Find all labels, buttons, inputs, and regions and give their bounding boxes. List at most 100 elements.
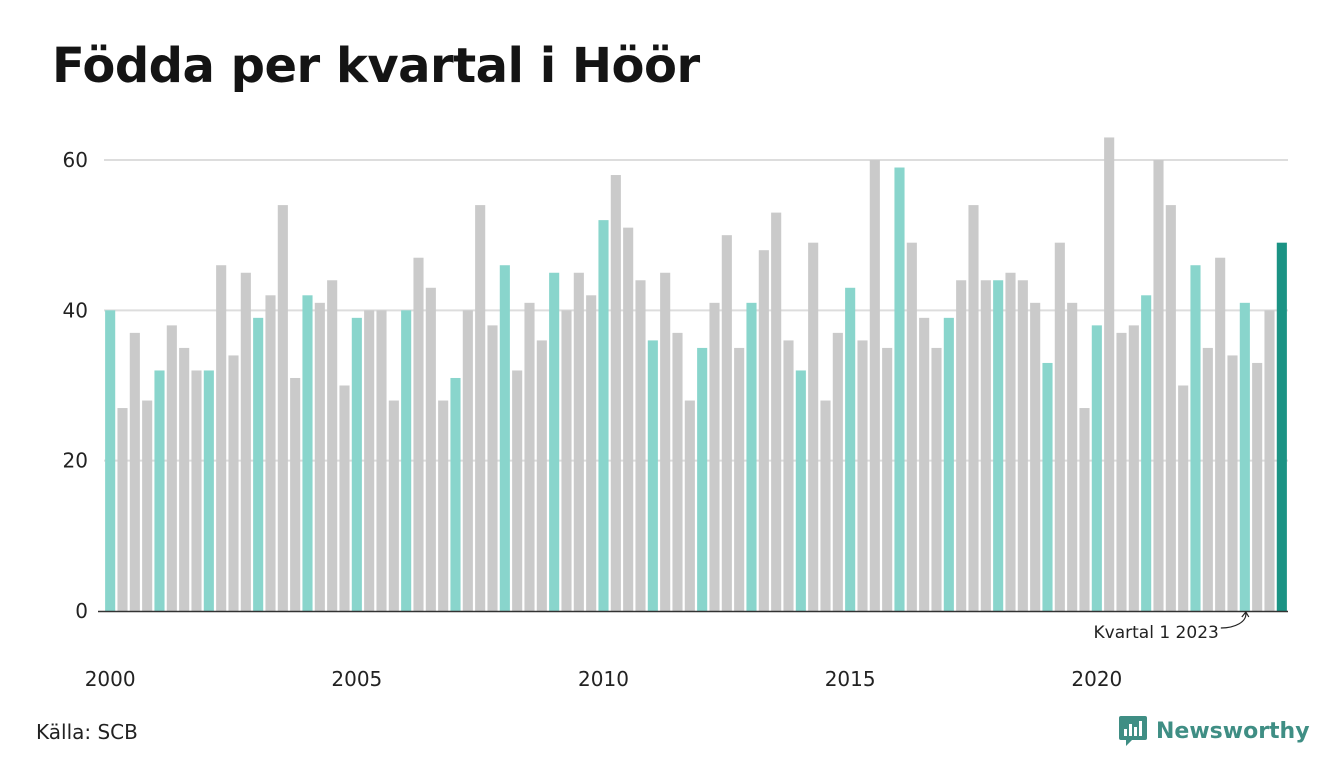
annotation-label: Kvartal 1 2023	[1094, 623, 1219, 643]
bar-2017-q4	[980, 280, 991, 611]
bar-2006-q1	[401, 310, 412, 611]
bar-2016-q4	[931, 347, 942, 611]
bar-2006-q2	[413, 257, 424, 611]
x-tick-label: 2020	[1071, 667, 1122, 691]
bar-2007-q4	[487, 325, 498, 611]
bar-2013-q1	[746, 302, 757, 611]
bar-2015-q1	[845, 287, 856, 611]
bar-2004-q1	[302, 295, 313, 611]
x-tick-label: 2005	[331, 667, 382, 691]
bar-2021-q1	[1141, 295, 1152, 611]
bar-2019-q3	[1067, 302, 1078, 611]
bar-2013-q4	[783, 340, 794, 611]
bar-2023-q4	[1276, 242, 1287, 611]
annotation: Kvartal 1 2023	[1094, 610, 1250, 643]
bar-2021-q2	[1153, 160, 1164, 611]
bar-2008-q3	[524, 302, 535, 611]
bar-2019-q1	[1042, 362, 1053, 611]
brand-name: Newsworthy	[1156, 718, 1310, 744]
x-tick-label: 2000	[85, 667, 136, 691]
bar-2004-q2	[314, 302, 325, 611]
bar-2007-q1	[450, 377, 461, 611]
bar-2007-q2	[462, 310, 473, 611]
bar-2012-q1	[697, 347, 708, 611]
bar-2008-q1	[499, 265, 510, 611]
bar-2003-q2	[265, 295, 276, 611]
bar-2001-q3	[179, 347, 190, 611]
newsworthy-logo-icon	[1119, 716, 1147, 746]
bar-2019-q4	[1079, 408, 1090, 611]
bar-2017-q2	[956, 280, 967, 611]
bar-2005-q4	[388, 400, 399, 611]
bar-2022-q4	[1227, 355, 1238, 611]
bar-2000-q1	[105, 310, 116, 611]
x-axis-ticks: 2000 2005 2010 2015 2020	[85, 667, 1123, 691]
bar-2003-q1	[253, 317, 264, 611]
bar-2010-q1	[598, 220, 609, 611]
bar-2018-q4	[1030, 302, 1041, 611]
bar-2012-q2	[709, 302, 720, 611]
bar-2014-q1	[795, 370, 806, 611]
bar-2010-q2	[610, 175, 621, 611]
bar-2005-q2	[364, 310, 375, 611]
annotation-arrow	[1220, 610, 1250, 629]
bar-2012-q3	[721, 235, 732, 612]
y-axis-ticks: 0 20 40 60	[63, 148, 88, 623]
bar-2023-q1	[1239, 302, 1250, 611]
y-tick-label: 0	[75, 599, 88, 623]
bar-2012-q4	[734, 347, 745, 611]
bar-2005-q1	[351, 317, 362, 611]
bar-2018-q1	[993, 280, 1004, 611]
bar-2015-q2	[857, 340, 868, 611]
bar-2014-q4	[832, 332, 843, 611]
bar-2010-q3	[623, 227, 634, 611]
bar-2000-q4	[142, 400, 153, 611]
bar-2011-q3	[672, 332, 683, 611]
bar-2022-q3	[1215, 257, 1226, 611]
bar-2003-q3	[277, 205, 288, 611]
brand-logo[interactable]: Newsworthy	[1118, 714, 1310, 748]
bar-2023-q3	[1264, 310, 1275, 611]
bar-2016-q3	[919, 317, 930, 611]
bar-2016-q2	[906, 242, 917, 611]
chart-title: Födda per kvartal i Höör	[52, 38, 700, 94]
bar-2015-q3	[869, 160, 880, 611]
bar-2013-q2	[758, 250, 769, 611]
bar-2020-q2	[1104, 137, 1115, 611]
bar-2020-q1	[1091, 325, 1102, 611]
bar-2002-q3	[228, 355, 239, 611]
bar-2009-q3	[573, 272, 584, 611]
bar-2018-q2	[1005, 272, 1016, 611]
bar-2000-q3	[129, 332, 140, 611]
y-tick-label: 20	[63, 449, 88, 473]
bar-2001-q2	[166, 325, 177, 611]
bar-2021-q4	[1178, 385, 1189, 611]
bar-2019-q2	[1054, 242, 1065, 611]
bar-2006-q3	[425, 287, 436, 611]
bar-2017-q1	[943, 317, 954, 611]
bar-2020-q3	[1116, 332, 1127, 611]
bar-2009-q1	[549, 272, 560, 611]
bar-2020-q4	[1128, 325, 1139, 611]
bar-2011-q2	[660, 272, 671, 611]
bar-2009-q2	[561, 310, 572, 611]
bar-2017-q3	[968, 205, 979, 611]
bar-2004-q3	[327, 280, 338, 611]
bar-2009-q4	[586, 295, 597, 611]
bars	[105, 137, 1287, 612]
bar-2013-q3	[771, 212, 782, 611]
bar-2011-q1	[647, 340, 658, 611]
bar-2023-q2	[1252, 362, 1263, 611]
bar-2002-q1	[203, 370, 214, 611]
bar-2011-q4	[684, 400, 695, 611]
bar-2005-q3	[376, 310, 387, 611]
x-tick-label: 2010	[578, 667, 629, 691]
bar-2015-q4	[882, 347, 893, 611]
y-tick-label: 60	[63, 148, 88, 172]
bar-2018-q3	[1017, 280, 1028, 611]
bar-2010-q4	[635, 280, 646, 611]
bar-2022-q2	[1202, 347, 1213, 611]
bar-2008-q4	[536, 340, 547, 611]
bar-2004-q4	[339, 385, 350, 611]
gridlines	[104, 159, 1288, 462]
